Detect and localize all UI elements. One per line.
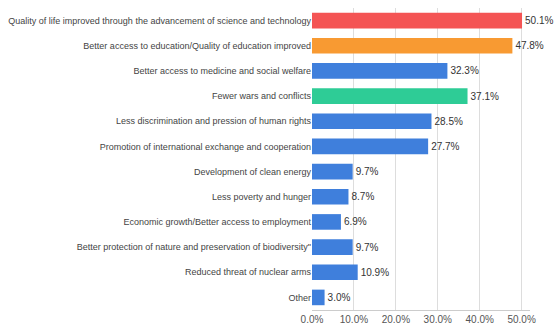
svg-text:8.7%: 8.7%	[351, 191, 374, 202]
svg-text:6.9%: 6.9%	[344, 216, 367, 227]
svg-text:40.0%: 40.0%	[466, 314, 494, 325]
svg-text:Economic growth/Better access: Economic growth/Better access to employm…	[123, 217, 311, 227]
svg-text:20.0%: 20.0%	[382, 314, 410, 325]
svg-text:28.5%: 28.5%	[434, 116, 462, 127]
svg-text:Fewer wars and conflicts: Fewer wars and conflicts	[212, 91, 312, 101]
svg-text:Better protection of nature an: Better protection of nature and preserva…	[77, 242, 311, 252]
svg-text:Development of clean energy: Development of clean energy	[194, 167, 312, 177]
svg-text:Less discrimination and pressi: Less discrimination and pression of huma…	[116, 116, 312, 126]
svg-text:32.3%: 32.3%	[450, 65, 478, 76]
svg-text:9.7%: 9.7%	[356, 242, 379, 253]
svg-text:9.7%: 9.7%	[356, 166, 379, 177]
svg-text:47.8%: 47.8%	[515, 40, 543, 51]
svg-text:27.7%: 27.7%	[431, 141, 459, 152]
svg-text:3.0%: 3.0%	[328, 292, 351, 303]
svg-text:Reduced threat of nuclear arms: Reduced threat of nuclear arms	[185, 267, 312, 277]
svg-text:Quality of life improved throu: Quality of life improved through the adv…	[8, 16, 311, 26]
svg-text:50.1%: 50.1%	[525, 15, 553, 26]
svg-text:30.0%: 30.0%	[424, 314, 452, 325]
svg-text:10.9%: 10.9%	[361, 267, 389, 278]
svg-text:Better access to education/Qua: Better access to education/Quality of ed…	[83, 41, 311, 51]
svg-text:Other: Other	[288, 293, 311, 303]
svg-text:10.0%: 10.0%	[340, 314, 368, 325]
svg-text:Promotion of international exc: Promotion of international exchange and …	[100, 142, 311, 152]
svg-text:Better access to medicine and: Better access to medicine and social wel…	[133, 66, 311, 76]
svg-text:Less poverty and hunger: Less poverty and hunger	[212, 192, 311, 202]
svg-text:50.0%: 50.0%	[507, 314, 535, 325]
svg-text:37.1%: 37.1%	[471, 91, 499, 102]
svg-text:0.0%: 0.0%	[301, 314, 324, 325]
